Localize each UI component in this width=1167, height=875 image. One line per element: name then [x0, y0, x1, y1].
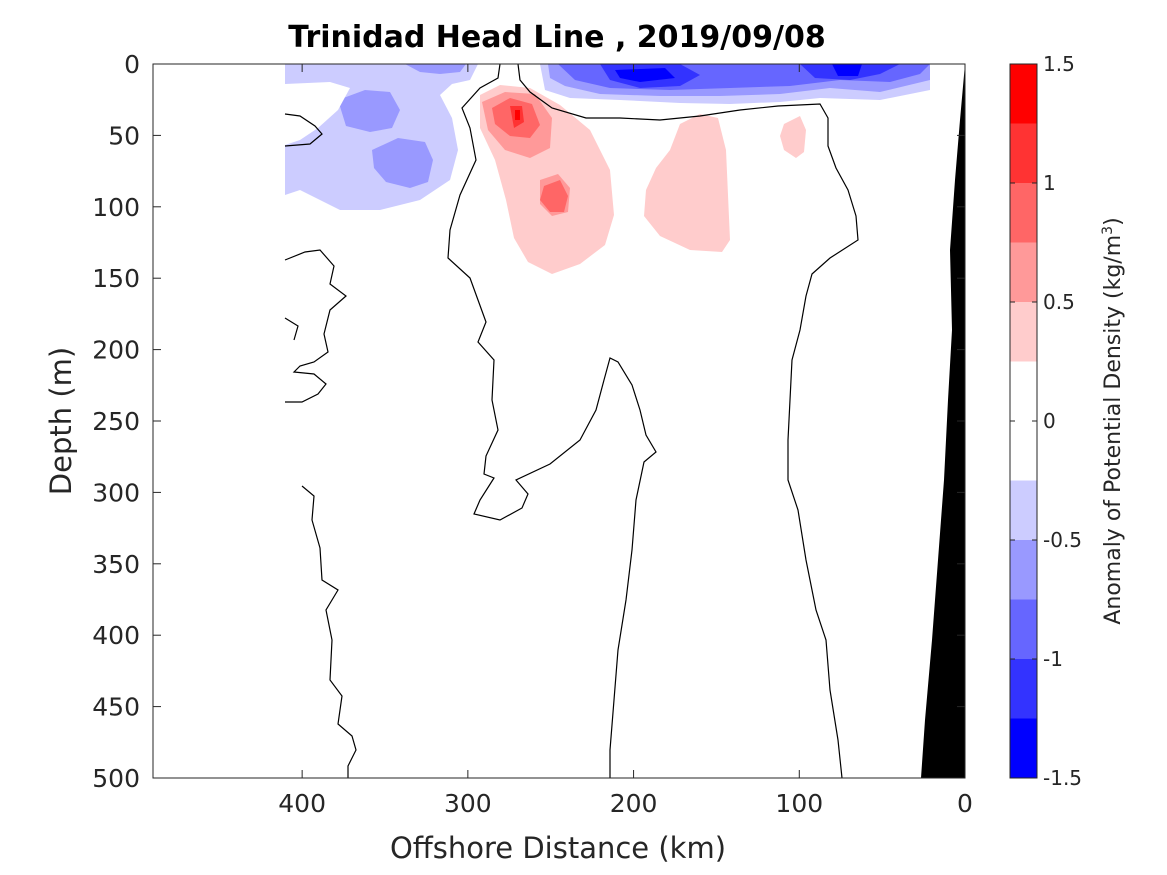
y-tick-label: 300 — [92, 478, 140, 507]
contour-fill-red-strong-2 — [540, 180, 568, 212]
colorbar-tick-label: -1 — [1043, 647, 1063, 671]
bathymetry-fill — [921, 64, 965, 778]
y-tick-label: 450 — [92, 693, 140, 722]
y-tick-label: 250 — [92, 407, 140, 436]
colorbar-segment — [1010, 302, 1037, 362]
colorbar-segment — [1010, 659, 1037, 719]
colorbar — [1009, 63, 1038, 779]
colorbar-title: Anomaly of Potential Density (kg/m3) — [1100, 217, 1126, 624]
y-tick-label: 400 — [92, 621, 140, 650]
zero-contour-lines — [284, 63, 859, 779]
colorbar-tick-label: 0.5 — [1043, 290, 1075, 314]
colorbar-segment — [1010, 540, 1037, 600]
contour-fill-blue-offshore-top — [405, 64, 466, 74]
zero-contour-upper — [447, 63, 657, 778]
colorbar-segment — [1010, 123, 1037, 183]
colorbar-ticks: 1.5 1 0.5 0 -0.5 -1 -1.5 — [1010, 52, 1082, 790]
zero-contour-offshore-2 — [284, 249, 347, 403]
colorbar-segment — [1010, 361, 1037, 421]
y-tick-label: 350 — [92, 550, 140, 579]
y-tick-label: 500 — [92, 764, 140, 793]
contour-fill-blue-core-1 — [615, 68, 675, 82]
colorbar-tick-label: -0.5 — [1043, 528, 1082, 552]
colorbar-segment — [1010, 64, 1037, 124]
colorbar-title-end: ) — [1101, 217, 1126, 226]
zero-contour-offshore-3 — [284, 317, 299, 341]
x-tick-label: 200 — [610, 789, 658, 818]
zero-contour-offshore-1 — [284, 113, 323, 147]
y-tick-label: 200 — [92, 336, 140, 365]
zero-contour-deep — [301, 485, 357, 778]
x-tick-label: 400 — [278, 789, 326, 818]
y-tick-label: 150 — [92, 264, 140, 293]
x-tick-label: 100 — [775, 789, 823, 818]
chart-title: Trinidad Head Line , 2019/09/08 — [288, 20, 825, 55]
x-tick-label: 300 — [444, 789, 492, 818]
y-tick-label: 100 — [92, 193, 140, 222]
x-axis-title: Offshore Distance (km) — [390, 831, 726, 865]
contour-fill-red-peak — [515, 110, 520, 120]
contour-fill-blue-offshore-mid — [338, 90, 400, 132]
contour-fill-blue-offshore-patch — [372, 138, 433, 188]
y-axis-title: Depth (m) — [44, 347, 78, 495]
colorbar-segment — [1010, 421, 1037, 481]
contour-fill-blue-core-2 — [832, 64, 862, 76]
x-tick-label: 0 — [957, 789, 973, 818]
colorbar-segment — [1010, 480, 1037, 540]
colorbar-segment — [1010, 183, 1037, 243]
colorbar-title-main: Anomaly of Potential Density (kg/m — [1101, 235, 1126, 625]
x-axis: 400 300 200 100 0 — [278, 64, 973, 818]
colorbar-tick-label: 1.5 — [1043, 52, 1075, 76]
colorbar-tick-label: 1 — [1043, 171, 1056, 195]
contour-fills — [285, 64, 930, 274]
colorbar-segment — [1010, 242, 1037, 302]
contour-fill-pink-nearshore-small — [780, 116, 806, 158]
zero-contour-right — [517, 63, 859, 779]
contour-fill-pink-nearshore — [644, 114, 730, 252]
y-axis: 0 50 100 150 200 250 300 350 400 450 500 — [92, 50, 965, 793]
colorbar-tick-label: 0 — [1043, 409, 1056, 433]
plot-area — [152, 63, 966, 779]
y-tick-label: 0 — [124, 50, 140, 79]
colorbar-title-sup: 3 — [1100, 226, 1116, 235]
colorbar-segment — [1010, 718, 1037, 778]
y-tick-label: 50 — [108, 121, 140, 150]
colorbar-segment — [1010, 599, 1037, 659]
colorbar-tick-label: -1.5 — [1043, 766, 1082, 790]
contour-fill-white-gap — [285, 82, 350, 145]
